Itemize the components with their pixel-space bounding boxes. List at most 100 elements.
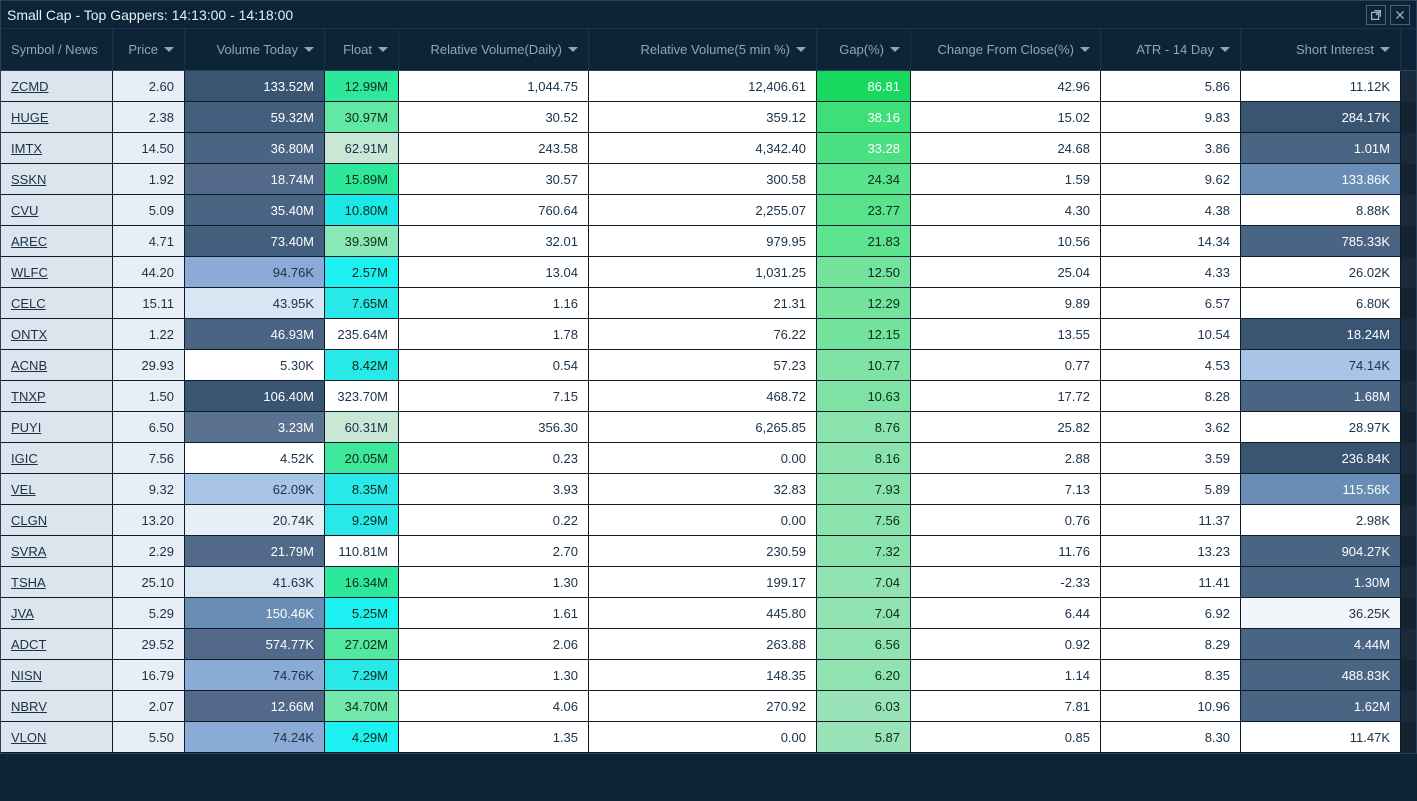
sort-icon xyxy=(890,47,900,52)
price-cell: 1.50 xyxy=(113,381,185,412)
change-cell: 25.04 xyxy=(911,257,1101,288)
price-cell: 7.56 xyxy=(113,443,185,474)
relvol-daily-cell: 1.78 xyxy=(399,319,589,350)
short-cell: 1.62M xyxy=(1241,691,1401,722)
atr-cell: 8.30 xyxy=(1101,722,1241,753)
short-cell: 18.24M xyxy=(1241,319,1401,350)
table-row: SSKN1.9218.74M15.89M30.57300.5824.341.59… xyxy=(1,164,1416,195)
relvol-5min-cell: 468.72 xyxy=(589,381,817,412)
symbol-cell[interactable]: TNXP xyxy=(1,381,113,412)
table-row: IGIC7.564.52K20.05M0.230.008.162.883.592… xyxy=(1,443,1416,474)
header-price[interactable]: Price xyxy=(113,29,185,70)
symbol-cell[interactable]: JVA xyxy=(1,598,113,629)
relvol-5min-cell: 0.00 xyxy=(589,722,817,753)
gap-cell: 10.77 xyxy=(817,350,911,381)
symbol-cell[interactable]: HUGE xyxy=(1,102,113,133)
price-cell: 4.71 xyxy=(113,226,185,257)
sort-icon xyxy=(1080,47,1090,52)
relvol-daily-cell: 7.15 xyxy=(399,381,589,412)
short-cell: 488.83K xyxy=(1241,660,1401,691)
table-row: IMTX14.5036.80M62.91M243.584,342.4033.28… xyxy=(1,133,1416,164)
symbol-cell[interactable]: VLON xyxy=(1,722,113,753)
header-atr[interactable]: ATR - 14 Day xyxy=(1101,29,1241,70)
relvol-5min-cell: 0.00 xyxy=(589,443,817,474)
symbol-cell[interactable]: TSHA xyxy=(1,567,113,598)
short-cell: 1.01M xyxy=(1241,133,1401,164)
table-row: JVA5.29150.46K5.25M1.61445.807.046.446.9… xyxy=(1,598,1416,629)
symbol-cell[interactable]: IMTX xyxy=(1,133,113,164)
atr-cell: 4.33 xyxy=(1101,257,1241,288)
table-row: CELC15.1143.95K7.65M1.1621.3112.299.896.… xyxy=(1,288,1416,319)
price-cell: 15.11 xyxy=(113,288,185,319)
data-body: ZCMD2.60133.52M12.99M1,044.7512,406.6186… xyxy=(1,71,1416,753)
header-short[interactable]: Short Interest xyxy=(1241,29,1401,70)
header-relvol_5[interactable]: Relative Volume(5 min %) xyxy=(589,29,817,70)
short-cell: 26.02K xyxy=(1241,257,1401,288)
symbol-cell[interactable]: ZCMD xyxy=(1,71,113,102)
float-cell: 4.29M xyxy=(325,722,399,753)
symbol-cell[interactable]: ACNB xyxy=(1,350,113,381)
volume-cell: 12.66M xyxy=(185,691,325,722)
symbol-cell[interactable]: CLGN xyxy=(1,505,113,536)
relvol-daily-cell: 760.64 xyxy=(399,195,589,226)
short-cell: 1.68M xyxy=(1241,381,1401,412)
symbol-cell[interactable]: NISN xyxy=(1,660,113,691)
gap-cell: 7.93 xyxy=(817,474,911,505)
gap-cell: 7.32 xyxy=(817,536,911,567)
price-cell: 29.52 xyxy=(113,629,185,660)
sort-icon xyxy=(378,47,388,52)
header-relvol_d[interactable]: Relative Volume(Daily) xyxy=(399,29,589,70)
float-cell: 12.99M xyxy=(325,71,399,102)
header-symbol[interactable]: Symbol / News xyxy=(1,29,113,70)
table-row: ZCMD2.60133.52M12.99M1,044.7512,406.6186… xyxy=(1,71,1416,102)
symbol-cell[interactable]: ONTX xyxy=(1,319,113,350)
volume-cell: 3.23M xyxy=(185,412,325,443)
price-cell: 5.29 xyxy=(113,598,185,629)
symbol-cell[interactable]: ADCT xyxy=(1,629,113,660)
change-cell: 24.68 xyxy=(911,133,1101,164)
gap-cell: 8.16 xyxy=(817,443,911,474)
relvol-5min-cell: 270.92 xyxy=(589,691,817,722)
atr-cell: 4.38 xyxy=(1101,195,1241,226)
volume-cell: 59.32M xyxy=(185,102,325,133)
symbol-cell[interactable]: SSKN xyxy=(1,164,113,195)
atr-cell: 11.41 xyxy=(1101,567,1241,598)
close-button[interactable] xyxy=(1390,5,1410,25)
short-cell: 74.14K xyxy=(1241,350,1401,381)
volume-cell: 4.52K xyxy=(185,443,325,474)
header-float[interactable]: Float xyxy=(325,29,399,70)
symbol-cell[interactable]: CVU xyxy=(1,195,113,226)
float-cell: 16.34M xyxy=(325,567,399,598)
price-cell: 2.29 xyxy=(113,536,185,567)
relvol-daily-cell: 1.61 xyxy=(399,598,589,629)
symbol-cell[interactable]: VEL xyxy=(1,474,113,505)
float-cell: 323.70M xyxy=(325,381,399,412)
popout-button[interactable] xyxy=(1366,5,1386,25)
float-cell: 7.65M xyxy=(325,288,399,319)
gap-cell: 24.34 xyxy=(817,164,911,195)
relvol-5min-cell: 6,265.85 xyxy=(589,412,817,443)
symbol-cell[interactable]: SVRA xyxy=(1,536,113,567)
header-label: Change From Close(%) xyxy=(937,42,1074,57)
symbol-cell[interactable]: IGIC xyxy=(1,443,113,474)
symbol-cell[interactable]: PUYI xyxy=(1,412,113,443)
symbol-cell[interactable]: WLFC xyxy=(1,257,113,288)
relvol-daily-cell: 2.70 xyxy=(399,536,589,567)
relvol-5min-cell: 57.23 xyxy=(589,350,817,381)
volume-cell: 106.40M xyxy=(185,381,325,412)
volume-cell: 574.77K xyxy=(185,629,325,660)
symbol-cell[interactable]: CELC xyxy=(1,288,113,319)
change-cell: 6.44 xyxy=(911,598,1101,629)
table-row: ONTX1.2246.93M235.64M1.7876.2212.1513.55… xyxy=(1,319,1416,350)
header-gap[interactable]: Gap(%) xyxy=(817,29,911,70)
sort-icon xyxy=(1380,47,1390,52)
short-cell: 133.86K xyxy=(1241,164,1401,195)
header-volume[interactable]: Volume Today xyxy=(185,29,325,70)
gap-cell: 7.04 xyxy=(817,598,911,629)
header-change[interactable]: Change From Close(%) xyxy=(911,29,1101,70)
titlebar: Small Cap - Top Gappers: 14:13:00 - 14:1… xyxy=(1,1,1416,29)
symbol-cell[interactable]: NBRV xyxy=(1,691,113,722)
volume-cell: 35.40M xyxy=(185,195,325,226)
symbol-cell[interactable]: AREC xyxy=(1,226,113,257)
atr-cell: 4.53 xyxy=(1101,350,1241,381)
